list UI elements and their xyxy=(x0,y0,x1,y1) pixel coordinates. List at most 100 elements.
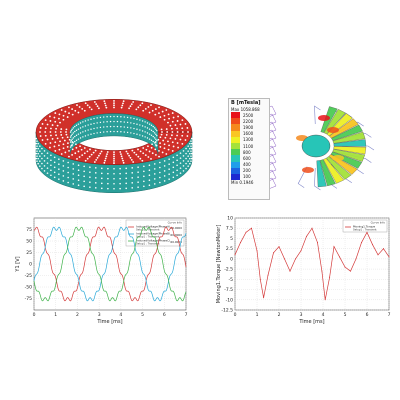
flux-segment xyxy=(316,160,327,188)
series-point xyxy=(361,242,362,244)
stator-outline xyxy=(297,166,308,188)
legend-series-name: InducedVoltage(PhaseA) xyxy=(136,225,170,229)
flux-segment xyxy=(331,124,363,141)
x-tick-label: 4 xyxy=(322,312,325,318)
legend-series-name: InducedVoltage(PhaseB) xyxy=(136,232,170,236)
colorbar-swatch xyxy=(231,118,240,125)
colorbar-level: 2500 xyxy=(229,112,269,119)
series-point xyxy=(383,248,384,250)
flux-hotspot xyxy=(332,155,344,161)
colorbar-level-label: 1900 xyxy=(243,124,254,130)
series-point xyxy=(388,256,390,258)
series-point xyxy=(300,250,302,252)
y-tick-label: 50 xyxy=(26,239,32,245)
series-point xyxy=(372,244,373,246)
x-axis-label: Time [ms] xyxy=(298,319,324,325)
series-point xyxy=(251,227,252,229)
series-point xyxy=(273,252,274,254)
series-point xyxy=(339,256,340,258)
colorbar-level-label: 2500 xyxy=(243,112,254,118)
y-tick-label: -12.5 xyxy=(221,308,233,314)
x-tick-label: 6 xyxy=(366,312,369,318)
colorbar-level: 1300 xyxy=(229,136,269,143)
series-point xyxy=(240,242,241,244)
legend-series-sub: Setup1 : Transient xyxy=(353,228,377,232)
y-tick-label: -25 xyxy=(25,273,32,279)
flux-segment xyxy=(329,118,359,139)
colorbar-level-label: 2200 xyxy=(243,118,254,124)
series-line xyxy=(33,226,187,302)
legend-series-name: Moving1.Torque xyxy=(353,225,375,229)
flux-segment xyxy=(319,159,336,187)
colorbar-level: 2200 xyxy=(229,118,269,125)
colorbar-swatch xyxy=(231,161,240,168)
flux-colorbar: B [mTesla] Max 1058.868 2500 2200 1900 1600… xyxy=(228,98,270,200)
series-point xyxy=(306,235,307,237)
grid xyxy=(33,218,187,310)
colorbar-level: 200 xyxy=(229,167,269,174)
flux-segment xyxy=(323,158,345,184)
colorbar-max-label: Max xyxy=(231,107,240,112)
legend-series-sub: Setup1 : Transient xyxy=(136,228,160,232)
legend-series-sub: Setup1 : Transient xyxy=(136,235,160,239)
colorbar-level: 100 xyxy=(229,173,269,181)
legend-box xyxy=(342,219,388,233)
legend-header: Curve Info xyxy=(168,221,183,225)
x-tick-label: 0 xyxy=(33,312,36,318)
y-tick-label: 25 xyxy=(26,250,32,256)
colorbar-max-value: 1058.868 xyxy=(240,107,260,112)
colorbar-swatch xyxy=(231,124,240,131)
colorbar-title: B [mTesla] xyxy=(231,100,261,106)
y-tick-label: -7.5 xyxy=(224,287,233,293)
flux-segment xyxy=(332,131,366,144)
flux-hotspot xyxy=(302,167,314,173)
y-tick-label: 7.5 xyxy=(226,226,233,232)
legend-header: Curve Info xyxy=(371,221,386,225)
colorbar-min-value: 0.1946 xyxy=(239,180,254,186)
motor-flux-model xyxy=(261,105,375,191)
series-point xyxy=(324,299,326,301)
y-axis-label: Moving1.Torque [NewtonMeter] xyxy=(216,225,222,304)
colorbar-level: 1600 xyxy=(229,130,269,137)
y-tick-label: 0 xyxy=(29,262,32,268)
flux-segment xyxy=(332,149,365,162)
colorbar-level-label: 1600 xyxy=(243,131,254,137)
colorbar-level: 800 xyxy=(229,149,269,156)
legend-series-value: 60.0000 xyxy=(170,233,182,237)
series-point xyxy=(344,266,346,268)
colorbar-swatch xyxy=(231,173,240,181)
x-tick-label: 7 xyxy=(388,312,391,318)
x-tick-label: 0 xyxy=(234,312,237,318)
flux-segment xyxy=(333,146,367,155)
magnet-ring-model xyxy=(35,98,193,194)
series-point xyxy=(259,278,261,280)
flux-hotspot xyxy=(327,127,339,133)
legend-series-sub: Setup1 : Transient xyxy=(136,242,160,246)
colorbar-level-label: 400 xyxy=(243,162,251,168)
series-point xyxy=(317,242,318,244)
legend-series-value: 60.0000 xyxy=(170,240,182,244)
series-point xyxy=(377,254,379,256)
y-tick-label: -2.5 xyxy=(224,267,233,273)
colorbar-level-label: 100 xyxy=(243,174,251,180)
colorbar-level-label: 800 xyxy=(243,149,251,155)
colorbar-swatch xyxy=(231,142,240,150)
legend-box xyxy=(125,219,185,247)
colorbar-min-label: Min xyxy=(231,180,239,186)
series-point xyxy=(295,258,296,260)
flux-segment xyxy=(333,139,367,147)
x-tick-label: 5 xyxy=(141,312,144,318)
colorbar-level: 600 xyxy=(229,155,269,162)
y-axis-label: Y1 [V] xyxy=(15,256,21,272)
colorbar-level: 1900 xyxy=(229,124,269,131)
y-tick-label: 5 xyxy=(230,236,233,242)
y-tick-label: -5 xyxy=(229,277,234,283)
flux-segment xyxy=(326,156,352,180)
y-tick-label: 10 xyxy=(227,216,233,222)
colorbar-swatch xyxy=(231,130,240,137)
colorbar-levels: 2500 2200 1900 1600 1300 1100 800 600 400 200 100 xyxy=(229,112,269,181)
x-tick-label: 1 xyxy=(54,312,57,318)
series-point xyxy=(321,270,323,272)
